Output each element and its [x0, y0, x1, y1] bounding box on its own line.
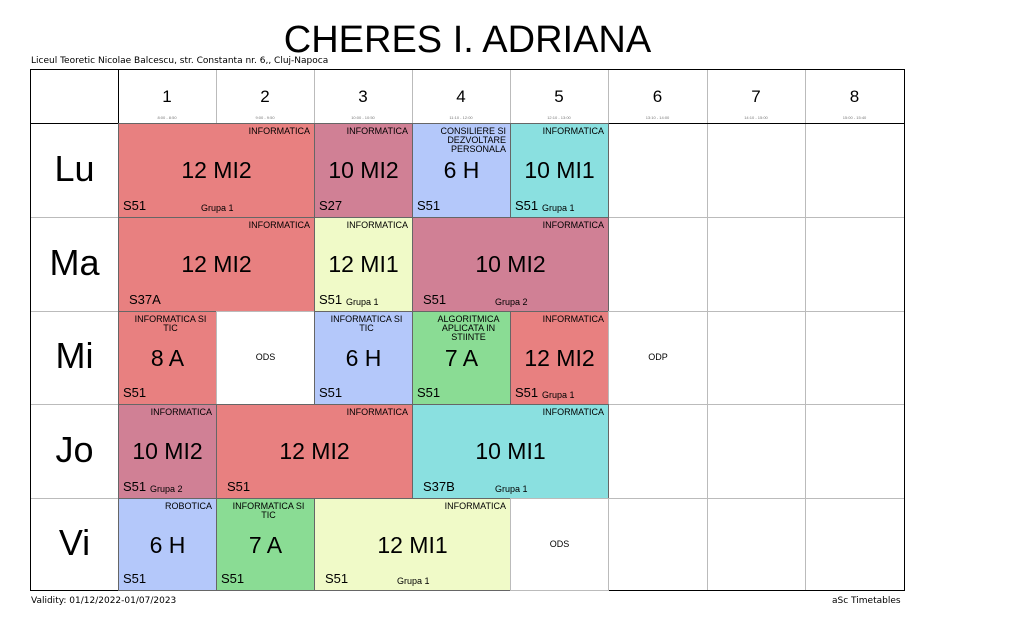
period-header-1: 1 8:00 - 8:50 — [157, 87, 177, 120]
school-name: Liceul Teoretic Nicolae Balcescu, str. C… — [31, 56, 329, 66]
validity-text: Validity: 01/12/2022-01/07/2023 — [31, 596, 177, 606]
period-header-2: 2 9:00 - 9:50 — [255, 87, 275, 120]
period-header-7: 7 14:10 - 15:00 — [744, 87, 768, 120]
lesson-jo-4-5[interactable]: INFORMATICA 10 MI1 S37B Grupa 1 — [412, 404, 609, 499]
page-title: CHERES I. ADRIANA — [283, 19, 652, 61]
day-label-vi: Vi — [58, 522, 91, 563]
lesson-mi-5[interactable]: INFORMATICA 12 MI2 S51 Grupa 1 — [510, 311, 609, 405]
activity-vi-5[interactable]: ODS — [510, 498, 609, 591]
lesson-ma-1-2[interactable]: INFORMATICA 12 MI2 S37A — [118, 217, 315, 312]
lesson-mi-3[interactable]: INFORMATICA SI TIC 6 H S51 — [314, 311, 413, 405]
brand-text: aSc Timetables — [832, 596, 901, 606]
lesson-lu-4[interactable]: CONSILIERE SI DEZVOLTARE PERSONALA 6 H S… — [412, 123, 511, 218]
lesson-vi-2[interactable]: INFORMATICA SI TIC 7 A S51 — [216, 498, 315, 591]
lesson-vi-1[interactable]: ROBOTICA 6 H S51 — [118, 498, 217, 591]
activity-mi-6[interactable]: ODP — [608, 311, 708, 405]
lesson-lu-3[interactable]: INFORMATICA 10 MI2 S27 — [314, 123, 413, 218]
day-label-ma: Ma — [49, 242, 100, 283]
lesson-jo-1[interactable]: INFORMATICA 10 MI2 S51 Grupa 2 — [118, 404, 217, 499]
period-header-5: 5 12:10 - 13:00 — [547, 87, 571, 120]
period-header-3: 3 10:00 - 10:50 — [351, 87, 375, 120]
period-header-4: 4 11:10 - 12:00 — [449, 87, 473, 120]
period-header-6: 6 13:10 - 14:00 — [645, 87, 670, 120]
lesson-ma-4-5[interactable]: INFORMATICA 10 MI2 S51 Grupa 2 — [412, 217, 609, 312]
lesson-ma-3[interactable]: INFORMATICA 12 MI1 S51 Grupa 1 — [314, 217, 413, 312]
day-label-mi: Mi — [55, 335, 94, 376]
day-label-lu: Lu — [54, 148, 95, 189]
lesson-mi-1[interactable]: INFORMATICA SI TIC 8 A S51 — [118, 311, 217, 405]
period-header-8: 8 15:00 - 15:40 — [842, 87, 867, 120]
activity-mi-2[interactable]: ODS — [216, 311, 315, 405]
lesson-lu-5[interactable]: INFORMATICA 10 MI1 S51 Grupa 1 — [510, 123, 609, 218]
lesson-mi-4[interactable]: ALGORITMICA APLICATA IN STIINTE 7 A S51 — [412, 311, 511, 405]
timetable-grid: 1 8:00 - 8:50 2 9:00 - 9:50 3 10:00 - 10:50… — [30, 69, 905, 591]
lesson-vi-3-4[interactable]: INFORMATICA 12 MI1 S51 Grupa 1 — [314, 498, 511, 591]
lesson-jo-2-3[interactable]: INFORMATICA 12 MI2 S51 — [216, 404, 413, 499]
lesson-lu-1-2[interactable]: INFORMATICA 12 MI2 S51 Grupa 1 — [118, 123, 315, 218]
day-label-jo: Jo — [55, 429, 94, 470]
